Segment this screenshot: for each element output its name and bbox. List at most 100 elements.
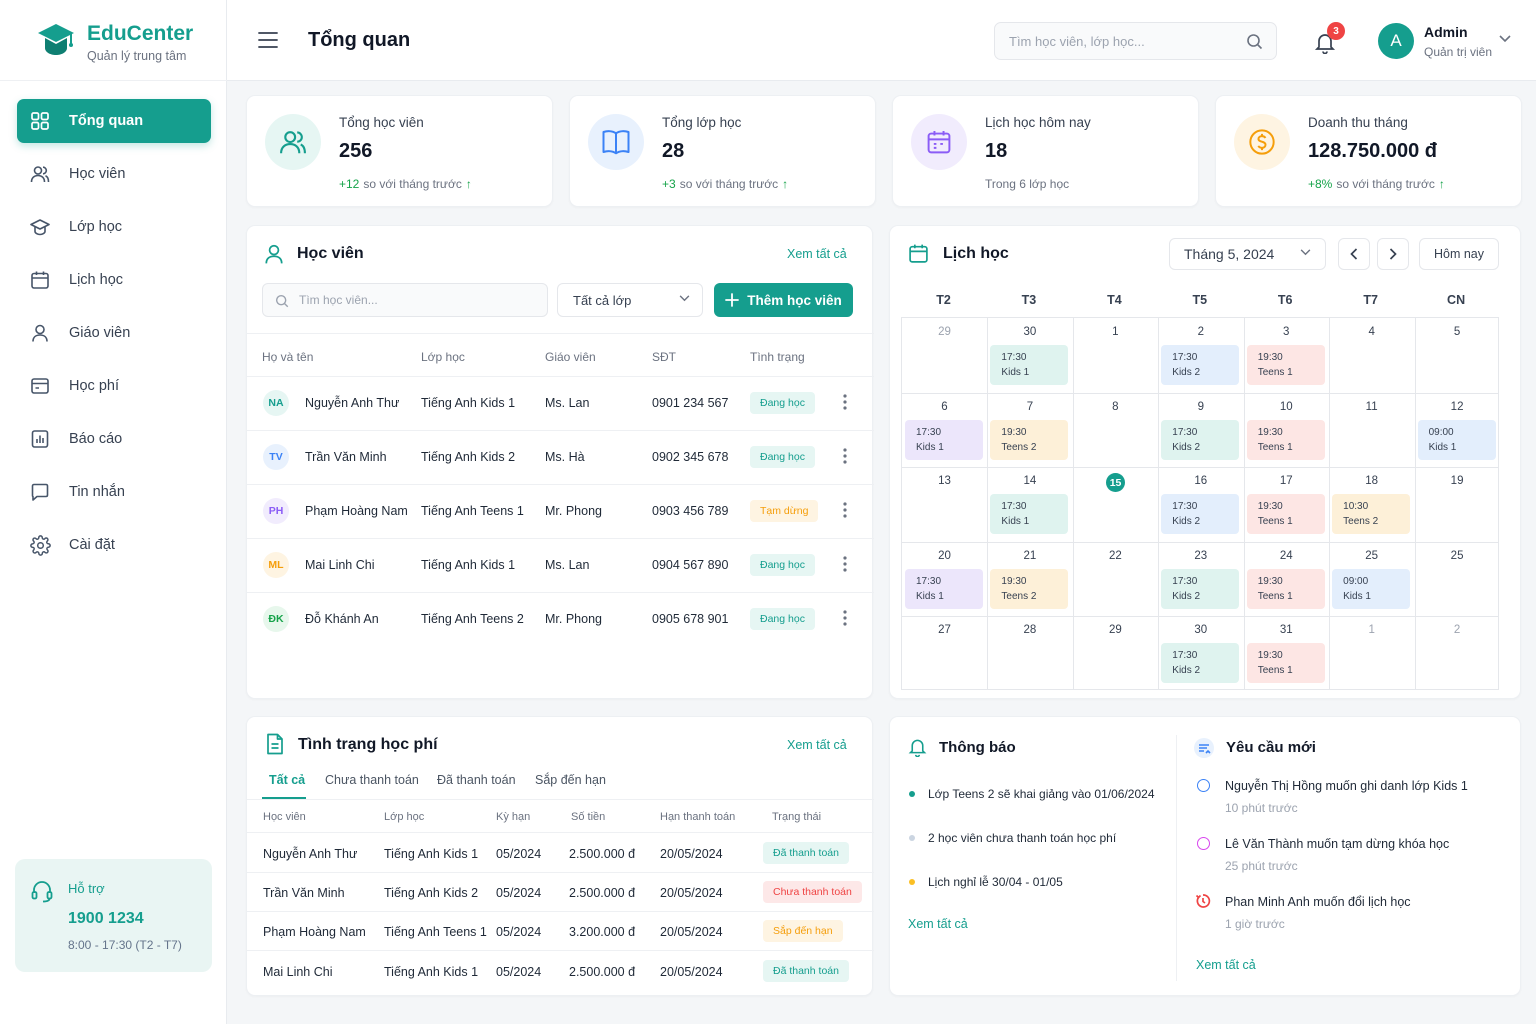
- user-name[interactable]: Admin: [1424, 24, 1468, 40]
- notification-item[interactable]: 2 học viên chưa thanh toán học phí: [928, 831, 1117, 845]
- fee-period: 05/2024: [496, 925, 542, 939]
- user-icon: [263, 243, 285, 265]
- requests-view-all-link[interactable]: Xem tất cả: [1196, 958, 1256, 972]
- tab-due-soon[interactable]: Sắp đến hạn: [535, 773, 606, 787]
- schedule-event[interactable]: 19:30 Teens 1: [1246, 643, 1325, 684]
- chevron-down-icon[interactable]: [1499, 35, 1511, 43]
- event-class: Teens 1: [1257, 590, 1293, 602]
- event-class: Teens 1: [1257, 665, 1293, 677]
- arrow-up-icon: ↑: [1438, 177, 1445, 191]
- day-number: 2: [1453, 624, 1461, 637]
- schedule-event[interactable]: 09:00 Kids 1: [1332, 568, 1411, 609]
- divider: [247, 333, 874, 334]
- notification-item[interactable]: Lịch nghỉ lễ 30/04 - 01/05: [928, 875, 1063, 889]
- support-phone[interactable]: 1900 1234: [68, 910, 144, 927]
- fees-view-all-link[interactable]: Xem tất cả: [787, 738, 847, 752]
- tab-paid[interactable]: Đã thanh toán: [437, 773, 516, 787]
- stat-label: Tổng học viên: [339, 115, 424, 130]
- divider: [247, 538, 874, 539]
- day-number: 12: [1450, 400, 1464, 413]
- sidebar-item-teachers[interactable]: Giáo viên: [17, 311, 211, 355]
- class-filter-select[interactable]: Tất cả lớp: [557, 283, 703, 317]
- schedule-event[interactable]: 17:30 Kids 1: [990, 494, 1069, 535]
- month-select[interactable]: Tháng 5, 2024: [1169, 238, 1326, 270]
- sidebar-item-reports[interactable]: Báo cáo: [17, 417, 211, 461]
- day-number: 8: [1112, 400, 1119, 413]
- schedule-event[interactable]: 19:30 Teens 2: [990, 419, 1069, 460]
- sidebar-item-fees[interactable]: Học phí: [17, 364, 211, 408]
- sidebar-item-classes[interactable]: Lớp học: [17, 205, 211, 249]
- tab-all[interactable]: Tất cả: [269, 773, 306, 787]
- schedule-event[interactable]: 10:30 Teens 2: [1332, 494, 1411, 535]
- student-search-input[interactable]: [263, 284, 547, 316]
- user-icon: [29, 322, 51, 344]
- prev-month-button[interactable]: [1338, 238, 1370, 270]
- today-marker[interactable]: 15: [1106, 473, 1126, 493]
- request-item[interactable]: Phan Minh Anh muốn đổi lịch học: [1225, 895, 1411, 909]
- stat-card-revenue[interactable]: Doanh thu tháng 128.750.000 đ +8% so với …: [1215, 95, 1522, 207]
- calendar-icon: [911, 114, 967, 170]
- logo[interactable]: EduCenter Quản lý trung tâm: [0, 0, 227, 81]
- stat-card-students[interactable]: Tổng học viên 256 +12 so với tháng trước ↑: [246, 95, 553, 207]
- event-class: Kids 1: [1343, 590, 1371, 602]
- stat-card-schedule[interactable]: Lịch học hôm nay 18 Trong 6 lớp học: [892, 95, 1199, 207]
- next-month-button[interactable]: [1377, 238, 1409, 270]
- status-badge: Đã thanh toán: [763, 842, 849, 864]
- fee-period: 05/2024: [496, 965, 542, 979]
- column-header: Số tiền: [571, 811, 606, 823]
- divider: [247, 592, 874, 593]
- event-class: Teens 1: [1257, 441, 1293, 453]
- schedule-event[interactable]: 19:30 Teens 1: [1246, 494, 1325, 535]
- event-class: Kids 1: [916, 441, 944, 453]
- global-search-input[interactable]: [995, 23, 1240, 59]
- sidebar-item-settings[interactable]: Cài đặt: [17, 523, 211, 567]
- add-student-button[interactable]: Thêm học viên: [714, 283, 853, 317]
- schedule-event[interactable]: 17:30 Kids 1: [905, 568, 983, 609]
- schedule-event[interactable]: 17:30 Kids 1: [905, 419, 983, 460]
- schedule-event[interactable]: 17:30 Kids 2: [1161, 568, 1240, 609]
- sidebar-item-schedule[interactable]: Lịch học: [17, 258, 211, 302]
- status-badge: Đang học: [750, 608, 815, 630]
- calendar-icon: [908, 243, 929, 264]
- schedule-event[interactable]: 19:30 Teens 2: [990, 568, 1069, 609]
- tab-unpaid[interactable]: Chưa thanh toán: [325, 773, 419, 787]
- fee-amount: 2.500.000 đ: [569, 847, 636, 861]
- schedule-event[interactable]: 17:30 Kids 2: [1161, 643, 1240, 684]
- schedule-event[interactable]: 17:30 Kids 2: [1161, 494, 1240, 535]
- notifications-view-all-link[interactable]: Xem tất cả: [908, 917, 968, 931]
- menu-icon[interactable]: [258, 31, 278, 49]
- notification-item[interactable]: Lớp Teens 2 sẽ khai giảng vào 01/06/2024: [928, 787, 1155, 801]
- student-phone: 0902 345 678: [652, 450, 729, 464]
- sidebar-item-overview[interactable]: Tổng quan: [17, 99, 211, 143]
- schedule-event[interactable]: 17:30 Kids 1: [990, 345, 1069, 385]
- support-box[interactable]: Hỗ trợ 1900 1234 8:00 - 17:30 (T2 - T7): [15, 859, 212, 972]
- divider: [247, 430, 874, 431]
- sidebar-item-messages[interactable]: Tin nhắn: [17, 470, 211, 514]
- schedule-event[interactable]: 09:00 Kids 1: [1417, 419, 1496, 460]
- request-item[interactable]: Lê Văn Thành muốn tạm dừng khóa học: [1225, 837, 1450, 851]
- stat-card-classes[interactable]: Tổng lớp học 28 +3 so với tháng trước ↑: [569, 95, 876, 207]
- avatar[interactable]: A: [1378, 23, 1414, 59]
- more-icon[interactable]: [843, 448, 847, 464]
- schedule-event[interactable]: 19:30 Teens 1: [1246, 419, 1325, 460]
- schedule-event[interactable]: 17:30 Kids 2: [1161, 419, 1240, 460]
- request-item[interactable]: Nguyễn Thị Hồng muốn ghi danh lớp Kids 1: [1225, 779, 1468, 793]
- bullet: [909, 835, 915, 841]
- event-class: Teens 2: [1343, 516, 1379, 528]
- plus-icon: [725, 293, 740, 307]
- more-icon[interactable]: [843, 610, 847, 626]
- schedule-event[interactable]: 17:30 Kids 2: [1161, 345, 1240, 385]
- weekday-label: T3: [1021, 293, 1037, 307]
- sidebar-item-students[interactable]: Học viên: [17, 152, 211, 196]
- divider: [247, 832, 874, 833]
- today-button[interactable]: Hôm nay: [1419, 238, 1499, 270]
- search-icon[interactable]: [1246, 33, 1263, 50]
- schedule-event[interactable]: 19:30 Teens 1: [1246, 568, 1325, 609]
- request-list-icon: [1193, 737, 1215, 759]
- more-icon[interactable]: [843, 556, 847, 572]
- event-class: Kids 1: [1428, 441, 1457, 453]
- more-icon[interactable]: [843, 394, 847, 410]
- schedule-event[interactable]: 19:30 Teens 1: [1246, 345, 1325, 385]
- more-icon[interactable]: [843, 502, 847, 518]
- students-view-all-link[interactable]: Xem tất cả: [787, 247, 847, 261]
